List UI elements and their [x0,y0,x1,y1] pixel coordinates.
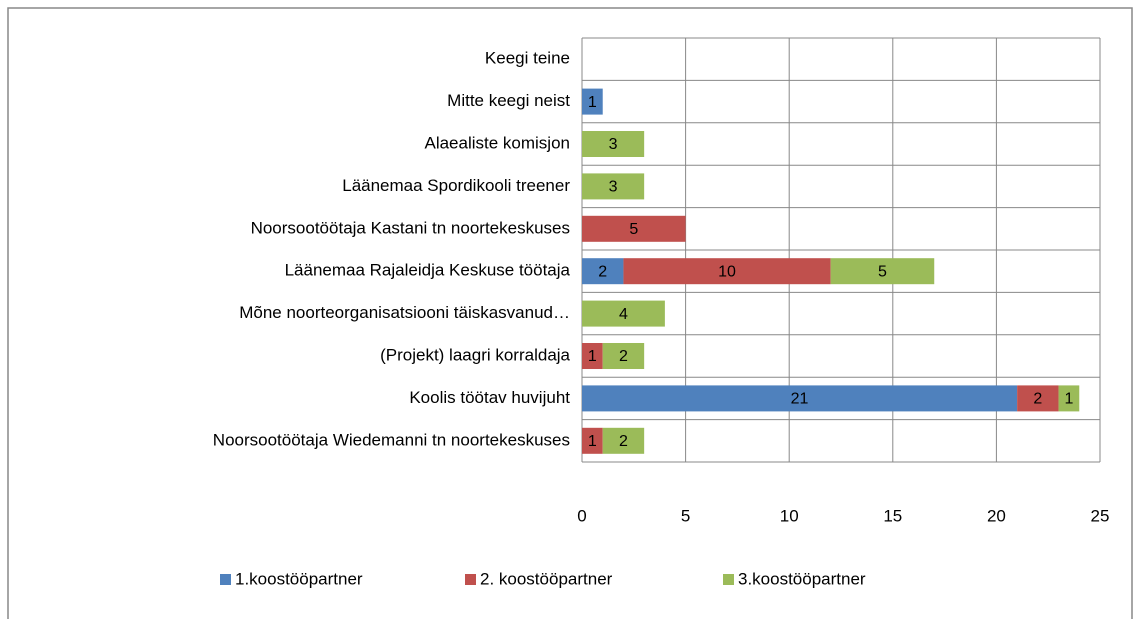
bar-segment [582,173,645,200]
y-tick-label: Koolis töötav huvijuht [409,388,570,407]
data-label: 4 [619,306,628,323]
bar-segment [582,343,603,369]
y-tick-label: Läänemaa Spordikooli treener [342,176,570,195]
bar-segment [623,258,831,285]
data-label: 21 [791,391,809,408]
data-label: 2 [598,263,607,280]
data-label: 1 [588,348,597,365]
y-tick-label: Noorsootöötaja Wiedemanni tn noortekesku… [213,430,570,449]
data-label: 3 [609,136,618,153]
legend-label: 2. koostööpartner [480,569,613,588]
legend-label: 3.koostööpartner [738,569,866,588]
x-tick-label: 10 [780,506,799,525]
bar-segment [1017,385,1059,412]
y-tick-label: Noorsootöötaja Kastani tn noortekeskuses [251,218,570,237]
x-tick-label: 20 [987,506,1006,525]
bar-segment [582,300,665,327]
bar-segment [830,258,935,285]
data-label: 5 [878,263,887,280]
bar-segment [582,215,686,242]
x-tick-label: 15 [883,506,902,525]
data-label: 1 [1064,391,1073,408]
y-tick-label: Läänemaa Rajaleidja Keskuse töötaja [285,261,571,280]
bar-segment [582,258,624,285]
data-label: 10 [718,263,736,280]
y-tick-label: (Projekt) laagri korraldaja [380,345,570,364]
data-label: 2 [1033,391,1042,408]
legend-swatch [465,574,476,585]
x-tick-label: 5 [681,506,690,525]
data-label: 1 [588,433,597,450]
data-label: 2 [619,348,628,365]
x-tick-label: 0 [577,506,586,525]
bar-segment [582,88,603,115]
legend-swatch [220,574,231,585]
data-label: 1 [588,94,597,111]
chart-border [7,7,1133,619]
bar-segment [582,385,1018,412]
bar-segment [1058,385,1080,412]
y-tick-label: Mitte keegi neist [447,91,570,110]
data-label: 2 [619,433,628,450]
bar-segment [602,427,645,454]
legend-label: 1.koostööpartner [235,569,363,588]
bar-segment [602,343,645,369]
legend-swatch [723,574,734,585]
y-tick-label: Keegi teine [485,49,570,68]
data-label: 3 [609,179,618,196]
data-label: 5 [629,221,638,238]
x-tick-label: 25 [1091,506,1110,525]
bar-segment [582,131,645,157]
bar-segment [582,427,603,454]
y-tick-label: Alaealiste komisjon [424,133,570,152]
y-tick-label: Mõne noorteorganisatsiooni täiskasvanud… [239,303,570,322]
